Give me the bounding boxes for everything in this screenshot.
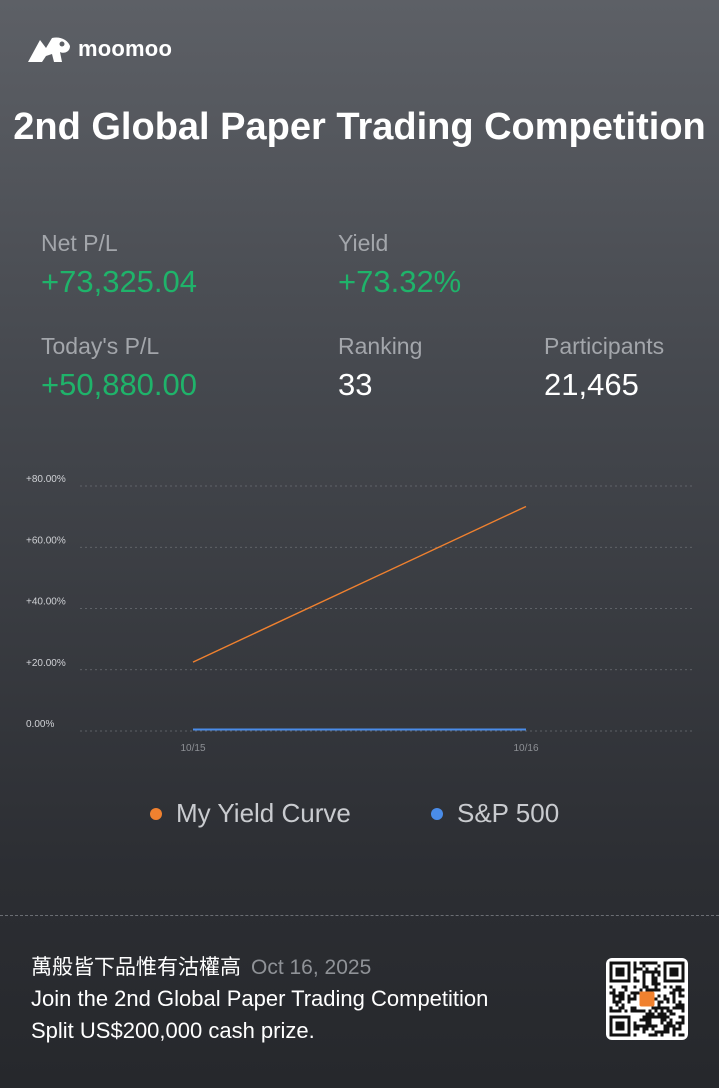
moomoo-bull-icon bbox=[28, 37, 70, 62]
legend-dot bbox=[431, 807, 443, 820]
legend-label: S&P 500 bbox=[457, 798, 560, 828]
legend-item-my-yield: My Yield Curve bbox=[150, 798, 351, 829]
stat-value: 33 bbox=[338, 367, 373, 402]
footer-promo-line: Join the 2nd Global Paper Trading Compet… bbox=[31, 986, 489, 1011]
qr-code-icon bbox=[609, 961, 685, 1037]
y-tick-label: 0.00% bbox=[26, 719, 54, 730]
footer: 萬般皆下品惟有沽權高 Oct 16, 2025 Join the 2nd Glob… bbox=[31, 953, 591, 1047]
stat-value: +50,880.00 bbox=[41, 367, 198, 402]
legend-dot bbox=[150, 807, 162, 820]
stat-participants: Participants 21,465 bbox=[544, 331, 664, 405]
legend-label: My Yield Curve bbox=[176, 798, 351, 828]
y-tick-label: +60.00% bbox=[26, 535, 66, 546]
stat-label: Participants bbox=[544, 333, 665, 359]
x-tick-label: 10/15 bbox=[180, 743, 205, 754]
stat-net-pl: Net P/L +73,325.04 bbox=[41, 228, 197, 302]
divider bbox=[0, 915, 719, 916]
stat-value: 21,465 bbox=[544, 367, 639, 402]
my-yield-curve-line bbox=[192, 505, 527, 663]
footer-user-line: 萬般皆下品惟有沽權高 Oct 16, 2025 bbox=[31, 953, 591, 983]
username: 萬般皆下品惟有沽權高 bbox=[31, 956, 241, 979]
stat-label: Today's P/L bbox=[41, 333, 160, 359]
stat-label: Net P/L bbox=[41, 230, 118, 256]
stat-yield: Yield +73.32% bbox=[338, 228, 461, 302]
page-title: 2nd Global Paper Trading Competition bbox=[13, 106, 706, 148]
y-tick-label: +20.00% bbox=[26, 658, 66, 669]
stat-label: Yield bbox=[338, 230, 389, 256]
share-date: Oct 16, 2025 bbox=[251, 956, 372, 979]
stat-value: +73.32% bbox=[338, 264, 462, 299]
y-tick-label: +40.00% bbox=[26, 597, 66, 608]
brand-name: moomoo bbox=[78, 36, 173, 61]
brand-logo: moomoo bbox=[26, 34, 172, 64]
legend-item-sp500: S&P 500 bbox=[431, 798, 559, 829]
stat-today-pl: Today's P/L +50,880.00 bbox=[41, 331, 197, 405]
x-tick-label: 10/16 bbox=[513, 743, 538, 754]
qr-code[interactable] bbox=[606, 958, 688, 1040]
stat-ranking: Ranking 33 bbox=[338, 331, 422, 405]
stat-label: Ranking bbox=[338, 333, 423, 359]
stat-value: +73,325.04 bbox=[41, 264, 198, 299]
footer-prize-line: Split US$200,000 cash prize. bbox=[31, 1018, 315, 1043]
y-tick-label: +80.00% bbox=[26, 474, 66, 485]
yield-chart: +80.00% +60.00% +40.00% +20.00% 0.00% 10/15 10… bbox=[26, 474, 692, 754]
